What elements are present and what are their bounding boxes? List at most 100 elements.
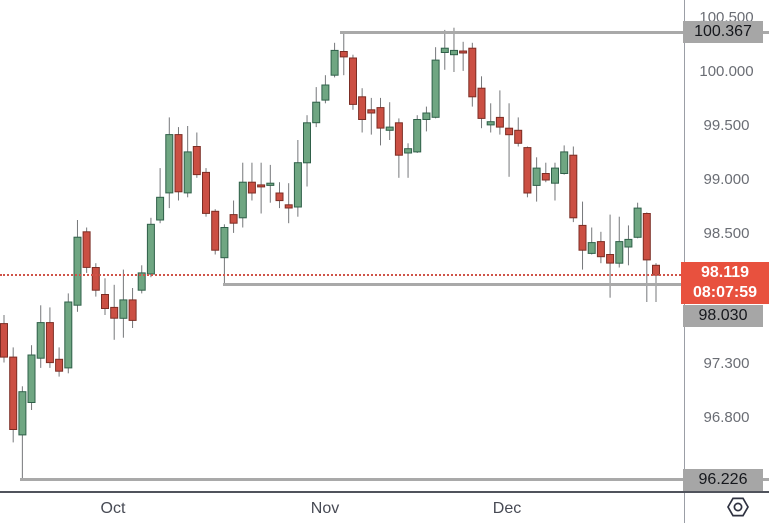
candle <box>312 87 321 128</box>
candle-body-up <box>560 151 569 174</box>
candle-body-down <box>541 173 550 181</box>
candle-body-down <box>642 213 651 261</box>
candle-body-up <box>413 119 422 153</box>
candlestick-plot-area[interactable] <box>0 0 684 491</box>
candle-body-down <box>376 107 385 129</box>
price-tick-label: 97.300 <box>703 354 750 372</box>
candle-body-up <box>440 47 449 54</box>
candle-body-up <box>385 126 394 131</box>
candle-body-down <box>606 254 615 264</box>
candle <box>293 140 302 217</box>
candle <box>229 200 238 233</box>
candle <box>110 284 119 340</box>
candle-body-down <box>192 146 201 176</box>
candle <box>247 162 256 201</box>
candle <box>128 288 137 328</box>
candle-body-up <box>183 151 192 194</box>
candle-body-up <box>486 121 495 126</box>
candle-body-down <box>275 192 284 202</box>
candle <box>146 217 155 278</box>
candle-body-down <box>45 322 54 364</box>
candle-body-down <box>394 122 403 156</box>
current-price-value: 98.119 <box>700 264 750 282</box>
candle <box>275 182 284 209</box>
month-label: Nov <box>310 500 340 517</box>
candle-body-down <box>596 241 605 258</box>
candle <box>36 305 45 368</box>
candle <box>266 164 275 203</box>
candle <box>257 162 266 214</box>
candle <box>82 227 91 273</box>
candle-body-up <box>450 49 458 56</box>
candle-body-down <box>477 87 486 119</box>
candle-body-up <box>633 207 642 238</box>
candle <box>156 168 165 224</box>
candle-body-down <box>110 306 119 319</box>
candle-body-up <box>532 167 541 186</box>
month-label: Oct <box>100 500 126 517</box>
candle <box>321 75 330 104</box>
candle <box>18 386 27 480</box>
price-scale-settings-button[interactable] <box>726 495 750 519</box>
candle-body-down <box>128 299 137 321</box>
candle <box>450 27 458 72</box>
candle <box>330 42 339 78</box>
candle <box>468 42 477 107</box>
candle-body-up <box>119 299 128 319</box>
candle <box>202 168 210 217</box>
candle-body-up <box>156 196 165 221</box>
candle <box>422 106 431 132</box>
candle-body-up <box>551 167 559 184</box>
month-label: Dec <box>492 500 522 517</box>
candle <box>486 103 495 133</box>
gear-hexagon-icon <box>727 497 749 517</box>
candle <box>9 347 18 443</box>
candle <box>339 32 348 76</box>
candle <box>431 47 440 119</box>
candle <box>394 118 403 178</box>
candle <box>27 345 36 410</box>
candle-body-down <box>578 224 587 251</box>
candle <box>165 117 174 209</box>
candle <box>349 54 357 110</box>
candle-body-up <box>64 301 73 369</box>
candle-body-down <box>514 129 523 144</box>
candle <box>541 162 550 183</box>
candle <box>569 146 578 223</box>
candle <box>495 90 504 135</box>
candle-body-down <box>459 50 468 54</box>
candle <box>633 202 642 239</box>
price-level-badge: 100.367 <box>683 21 763 44</box>
price-level-line[interactable] <box>223 283 769 287</box>
candle-body-down <box>284 204 293 209</box>
candle-body-down <box>367 109 376 114</box>
candle <box>91 263 100 297</box>
price-level-line[interactable] <box>340 30 769 34</box>
candle <box>101 278 109 315</box>
price-axis-separator-line <box>684 0 685 523</box>
candle-body-down <box>523 147 532 194</box>
candle-body-up <box>293 162 302 208</box>
candle-body-down <box>495 116 504 128</box>
candle <box>459 41 468 71</box>
candle-body-up <box>312 101 321 124</box>
candle <box>404 143 413 178</box>
price-level-line[interactable] <box>20 478 769 482</box>
candle <box>615 216 624 268</box>
candle-body-down <box>211 210 220 251</box>
candle <box>413 115 422 153</box>
candle <box>551 162 559 201</box>
candle <box>174 127 183 201</box>
candle-body-up <box>587 242 596 254</box>
candle-body-down <box>349 57 357 105</box>
price-level-badge: 96.226 <box>683 468 763 491</box>
candle-body-down <box>0 323 8 358</box>
candle-body-up <box>27 354 36 403</box>
candle-body-down <box>257 184 266 188</box>
candle-body-down <box>468 47 477 98</box>
candle <box>624 225 633 266</box>
time-axis[interactable]: Oct Nov Dec <box>0 491 769 523</box>
price-tick-label: 99.000 <box>703 171 750 188</box>
candle-body-down <box>569 154 578 219</box>
